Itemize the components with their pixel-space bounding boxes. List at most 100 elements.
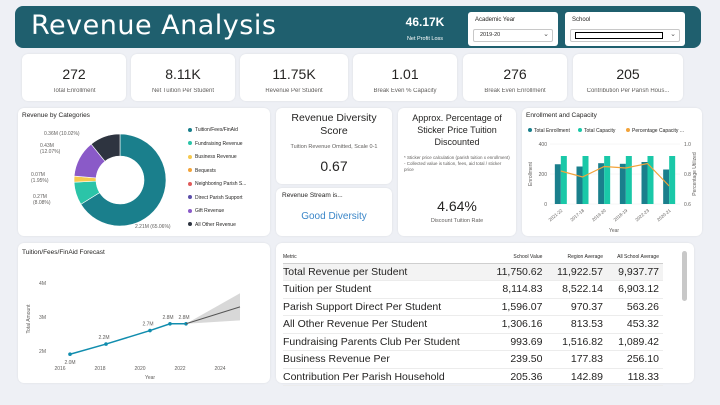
data-point	[168, 321, 172, 326]
y-tick-label: 200	[539, 172, 548, 178]
legend-item[interactable]: Tuition/Fees/FinAid	[188, 127, 238, 133]
data-label: 2.8M	[162, 315, 173, 321]
revenue-by-categories-card: Revenue by Categories 0.36M (10.02%) 0.4…	[18, 108, 270, 236]
y-axis-label: Total Amount	[26, 304, 32, 334]
school-value: 1,596.07	[485, 298, 547, 316]
donut-data-label: 0.07M (1.95%)	[31, 172, 49, 184]
table-scrollbar[interactable]	[682, 251, 687, 301]
table-row[interactable]: Contribution Per Parish Household 205.36…	[283, 368, 663, 386]
metric-name: All Other Revenue Per Student	[283, 315, 486, 334]
x-tick-label: 2019-20	[591, 208, 607, 223]
y-tick-label: 3M	[39, 315, 46, 321]
table-row[interactable]: All Other Revenue Per Student 1,306.16 8…	[283, 315, 663, 334]
legend-dot-icon	[528, 128, 532, 132]
column-header[interactable]: Region Average	[546, 251, 607, 264]
legend-item[interactable]: Business Revenue	[188, 154, 237, 160]
y2-axis-label: Percentage Utilized	[692, 152, 698, 196]
legend-dot-icon	[188, 154, 192, 159]
metric-name: Fundraising Parents Club Per Student	[283, 333, 486, 351]
school-value-redacted	[575, 32, 663, 39]
discount-rate-value: 4.64%	[437, 198, 477, 214]
bar-capacity	[582, 156, 589, 204]
legend-item[interactable]: Bequests	[188, 168, 216, 174]
metric-name: Parish Support Direct Per Student	[283, 298, 486, 316]
table-row[interactable]: Fundraising Parents Club Per Student 993…	[283, 333, 663, 351]
all-school-average: 118.33	[606, 368, 663, 386]
kpi-label: Net Tuition Per Student	[151, 88, 215, 94]
enrollment-capacity-chart[interactable]: Total Enrollment Total Capacity Percentage…	[522, 108, 702, 236]
legend-dot-icon	[188, 195, 192, 200]
kpi-break-even-capacity: 1.01 Break Even % Capacity	[353, 54, 457, 101]
bar-enrollment	[598, 163, 605, 204]
kpi-label: Revenue Per Student	[265, 88, 323, 94]
region-average: 142.89	[546, 368, 607, 386]
academic-year-dropdown[interactable]: 2019-20 ⌄	[473, 29, 553, 42]
legend-label: Tuition/Fees/FinAid	[195, 127, 238, 133]
data-label: 2.0M	[64, 360, 75, 366]
region-average: 11,922.57	[546, 263, 607, 281]
table-row[interactable]: Business Revenue Per 239.50 177.83 256.1…	[283, 350, 663, 369]
table-row[interactable]: Tuition per Student 8,114.83 8,522.14 6,…	[283, 280, 663, 299]
all-school-average: 1,089.42	[606, 333, 663, 351]
chart-title: Enrollment and Capacity	[526, 112, 597, 119]
data-label: 2.7M	[142, 322, 153, 328]
legend-dot-icon	[578, 128, 582, 132]
column-header[interactable]: All School Average	[606, 251, 663, 264]
legend-item[interactable]: All Other Revenue	[188, 222, 236, 228]
sticker-title: Approx. Percentage of Sticker Price Tuit…	[412, 113, 502, 147]
legend-label: Direct Parish Support	[195, 194, 243, 201]
donut-slice	[90, 133, 121, 162]
kpi-net-tuition-per-student: 8.11K Net Tuition Per Student	[131, 54, 235, 101]
legend-item[interactable]: Neighboring Parish S...	[188, 181, 246, 187]
metric-name: Business Revenue Per	[283, 350, 486, 369]
kpi-value: 1.01	[391, 66, 419, 82]
data-label: 2.2M	[98, 335, 109, 341]
table-row[interactable]: Parish Support Direct Per Student 1,596.…	[283, 298, 663, 316]
metric-name: Contribution Per Parish Household	[283, 368, 486, 386]
donut-data-label: 2.21M (65.06%)	[135, 224, 171, 230]
bar-capacity	[625, 156, 632, 204]
legend-dot-icon	[626, 128, 630, 132]
academic-year-slicer[interactable]: Academic Year 2019-20 ⌄	[468, 12, 558, 46]
all-school-average: 256.10	[606, 350, 663, 369]
school-dropdown[interactable]: ⌄	[570, 29, 680, 42]
column-header[interactable]: School Value	[485, 251, 547, 264]
metric-name: Tuition per Student	[283, 280, 486, 299]
x-tick-label: 2022	[174, 366, 185, 372]
region-average: 1,516.82	[546, 333, 607, 351]
donut-data-label: 0.27M (8.08%)	[33, 194, 51, 206]
kpi-break-even-enrollment: 276 Break Even Enrollment	[463, 54, 567, 101]
school-slicer[interactable]: School ⌄	[565, 12, 685, 46]
legend-label: Business Revenue	[195, 154, 237, 160]
diversity-score-value: 0.67	[320, 158, 348, 174]
academic-year-value: 2019-20	[480, 32, 501, 38]
school-value: 205.36	[485, 368, 547, 386]
forecast-chart[interactable]: 4M 3M 2M 2016 2018 2020 2022 2024 2.0M 2.2M 2.7M 2.…	[18, 243, 270, 383]
kpi-value: 276	[503, 66, 527, 82]
revenue-stream-card: Revenue Stream is... Good Diversity	[276, 188, 392, 236]
legend-item[interactable]: Direct Parish Support	[188, 195, 243, 201]
legend-item[interactable]: Fundraising Revenue	[188, 141, 243, 147]
donut-chart[interactable]	[18, 108, 270, 236]
column-header[interactable]: Metric	[283, 251, 486, 264]
diversity-subtitle: Tuition Revenue Omitted, Scale 0-1	[290, 144, 378, 150]
table-row[interactable]: Total Revenue per Student 11,750.62 11,9…	[283, 263, 663, 281]
school-value: 993.69	[485, 333, 547, 351]
y-tick-label: 400	[539, 142, 548, 148]
x-tick-label: 2021-22	[548, 208, 564, 223]
net-profit-value: 46.17K	[405, 15, 445, 29]
revenue-diversity-card: Revenue Diversity Score Tuition Revenue …	[276, 108, 392, 184]
kpi-label: Break Even Enrollment	[484, 88, 546, 94]
kpi-value: 8.11K	[165, 66, 201, 82]
discount-rate-label: Discount Tuition Rate	[430, 218, 484, 224]
y-axis-label: Enrollment	[528, 161, 534, 186]
region-average: 813.53	[546, 315, 607, 334]
y-tick-label: 2M	[39, 349, 46, 355]
chart-title: Tuition/Fees/FinAid Forecast	[22, 249, 105, 256]
legend-item[interactable]: Gift Revenue	[188, 208, 224, 214]
bar-capacity	[669, 156, 676, 204]
legend-dot-icon	[188, 141, 192, 146]
legend-label: Gift Revenue	[195, 208, 225, 214]
y2-tick-label: 0.6	[684, 202, 691, 208]
y2-tick-label: 1.0	[684, 142, 691, 148]
